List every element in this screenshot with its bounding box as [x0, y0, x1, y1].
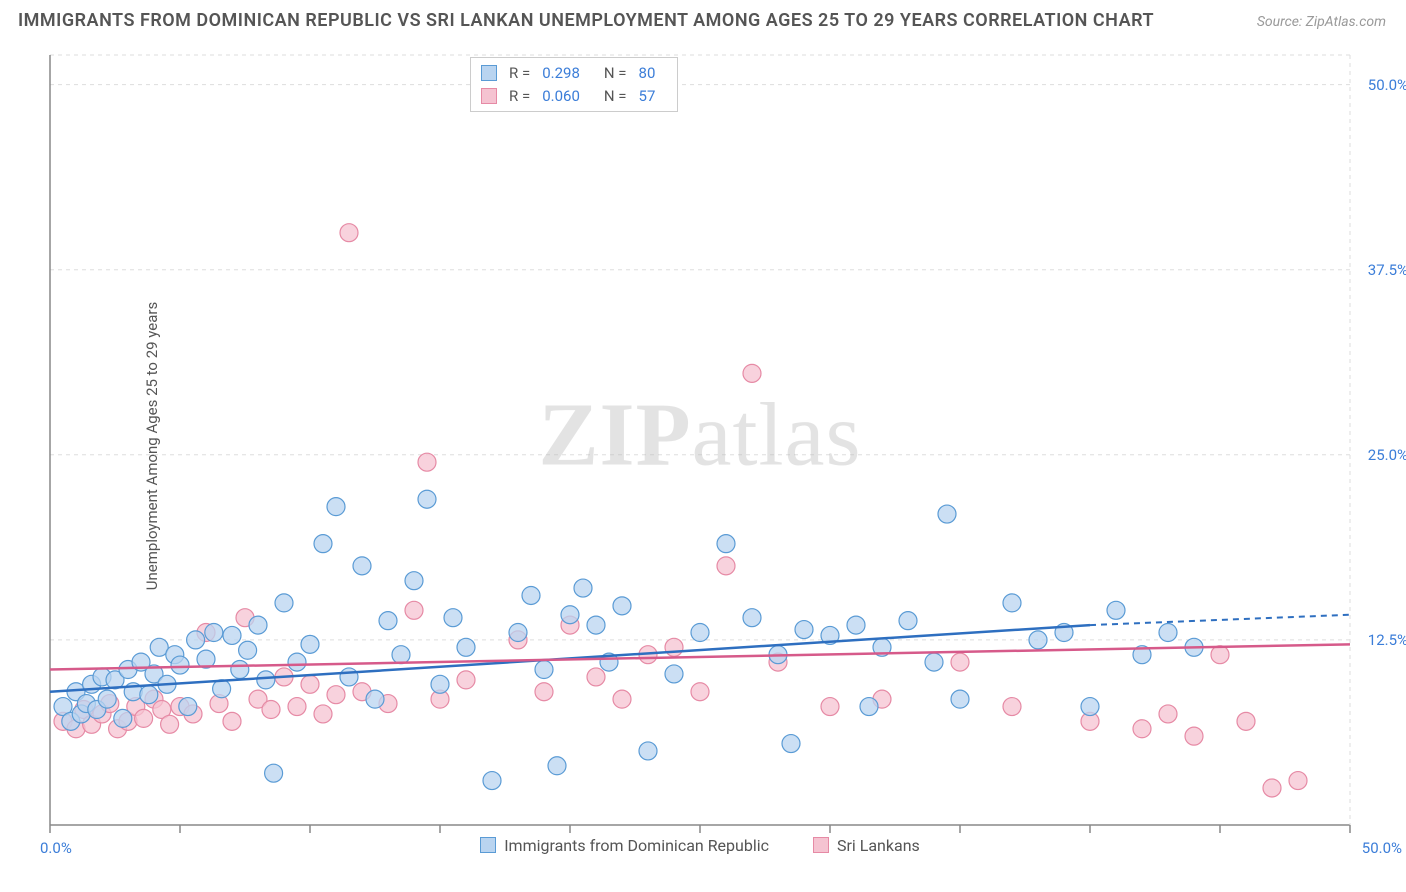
legend-stats: R = 0.298 N = 80 R = 0.060 N = 57 [470, 57, 678, 112]
n-label-1: N = [604, 62, 627, 85]
source-attribution: Source: ZipAtlas.com [1257, 14, 1386, 30]
n-label-2: N = [604, 85, 627, 108]
legend-swatch-1 [480, 837, 496, 853]
plot-area: ZIPatlas R = 0.298 N = 80 R = 0.060 N = … [50, 55, 1350, 825]
y-tick-label: 50.0% [1368, 76, 1406, 94]
r-label-2: R = [509, 85, 530, 108]
legend-stats-row-2: R = 0.060 N = 57 [481, 85, 667, 108]
legend-series: Immigrants from Dominican Republic Sri L… [50, 836, 1350, 858]
r-label-1: R = [509, 62, 530, 85]
legend-stats-row-1: R = 0.298 N = 80 [481, 62, 667, 85]
y-tick-label: 25.0% [1368, 446, 1406, 464]
legend-item-1: Immigrants from Dominican Republic [480, 836, 769, 855]
x-tick-50: 50.0% [1362, 839, 1402, 857]
r-value-1: 0.298 [542, 62, 580, 85]
legend-label-1: Immigrants from Dominican Republic [504, 836, 769, 855]
legend-item-2: Sri Lankans [813, 836, 920, 855]
r-value-2: 0.060 [542, 85, 580, 108]
legend-swatch-2 [813, 837, 829, 853]
y-tick-label: 12.5% [1368, 631, 1406, 649]
n-value-2: 57 [639, 85, 656, 108]
legend-swatch-pink [481, 88, 497, 104]
y-tick-label: 37.5% [1368, 261, 1406, 279]
n-value-1: 80 [639, 62, 656, 85]
chart-title: IMMIGRANTS FROM DOMINICAN REPUBLIC VS SR… [18, 10, 1154, 31]
x-tick-0: 0.0% [40, 839, 72, 857]
legend-label-2: Sri Lankans [837, 836, 920, 855]
scatter-chart [50, 55, 1350, 825]
legend-swatch-blue [481, 65, 497, 81]
